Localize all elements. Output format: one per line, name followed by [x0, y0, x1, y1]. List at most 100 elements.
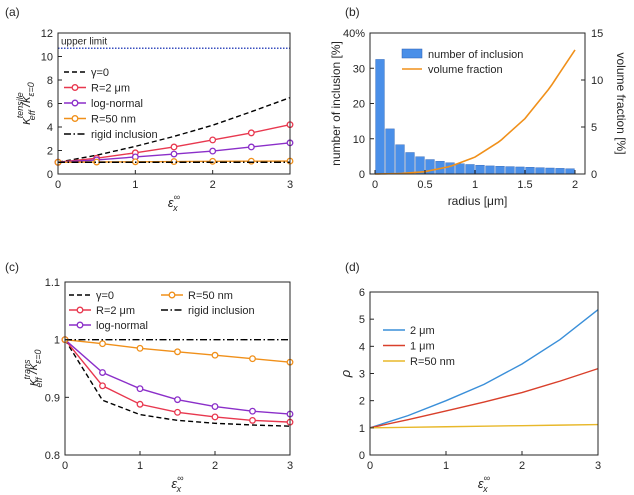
data-point [170, 143, 178, 151]
series-2-m [369, 309, 599, 429]
data-point [136, 344, 144, 352]
plot-area [65, 282, 290, 455]
x-label-sup: ∞ [177, 473, 183, 483]
x-label-sub: x [172, 203, 178, 213]
x-label-main: ε [168, 195, 174, 210]
x-label-sup: ∞ [174, 192, 180, 202]
y-tick-label: 10 [41, 52, 53, 64]
y-label-denominator: /κ [25, 362, 40, 377]
y2-axis-label: volume fraction [%] [614, 52, 628, 154]
panel-label: (b) [345, 5, 360, 19]
legend-label: volume fraction [428, 64, 503, 76]
panel-d: (d) 0 1 2 3 0 1 2 3 4 5 6 ε∞ x ρ 2 μm 1 μm R=50 nm [338, 260, 601, 494]
y-axis-label: κtensile eff /κε=0 [15, 82, 37, 124]
y-label-denominator-sub: ε=0 [26, 82, 36, 96]
data-point [247, 143, 255, 151]
x-label-sub: x [482, 484, 488, 494]
plot-area [58, 33, 290, 174]
data-point [247, 129, 255, 137]
bar [475, 164, 485, 175]
upper-limit-label: upper limit [61, 36, 107, 47]
y-tick-label: 20 [353, 99, 365, 111]
data-point [249, 407, 256, 415]
y-tick-label: 12 [41, 28, 53, 40]
bar [405, 152, 415, 175]
legend: γ=0 R=2 μm log-normal R=50 nm rigid inclusio… [69, 290, 255, 332]
x-tick-label: 2 [212, 460, 218, 472]
y-tick-label: 6 [47, 99, 53, 111]
bar [535, 167, 545, 175]
series-line [369, 309, 599, 429]
legend-marker [71, 84, 79, 91]
legend-label: R=50 nm [188, 290, 233, 302]
x-tick-label: 1.5 [517, 179, 532, 191]
x-tick-label: 2 [572, 179, 578, 191]
legend-label: number of inclusion [428, 49, 523, 61]
legend-label: γ=0 [91, 67, 109, 79]
bar [495, 166, 505, 175]
bar [565, 168, 575, 175]
data-point [249, 355, 256, 363]
x-axis-label: ε∞ x [168, 192, 180, 213]
x-label-sub: x [176, 484, 182, 494]
x-tick-label: 3 [595, 460, 601, 472]
x-tick-label: 0 [55, 179, 61, 191]
y-tick-label: 0.9 [45, 392, 60, 404]
x-tick-label: 2 [519, 460, 525, 472]
y-tick-label: 1 [54, 335, 60, 347]
legend: γ=0 R=2 μm log-normal R=50 nm rigid inclusio… [64, 67, 158, 141]
bar [485, 165, 495, 175]
y2-tick-label: 15 [591, 28, 603, 40]
series--0 [64, 339, 291, 427]
bar [375, 59, 385, 175]
y-tick-label: 0 [359, 450, 365, 462]
y-tick-label: 1.1 [45, 277, 60, 289]
legend-marker [76, 321, 84, 329]
y-tick-label: 2 [359, 396, 365, 408]
data-point [211, 413, 219, 421]
y-tick-label: 30 [353, 63, 365, 75]
series-line [369, 423, 599, 429]
bar [505, 166, 515, 175]
y-label-main: κ [25, 378, 40, 386]
legend-label: rigid inclusion [91, 129, 158, 141]
x-tick-label: 0 [372, 179, 378, 191]
x-tick-label: 2 [210, 179, 216, 191]
legend-marker [71, 99, 79, 107]
series-line [57, 96, 291, 163]
y-label-denominator: /κ [18, 95, 33, 110]
legend-label: log-normal [96, 320, 148, 332]
bar [395, 144, 405, 175]
volume-fraction-line [374, 49, 576, 175]
y-tick-label: 1 [359, 423, 365, 435]
bar [555, 168, 565, 175]
series-line [64, 339, 291, 427]
y2-tick-label: 10 [591, 75, 603, 87]
bar [385, 128, 395, 175]
series--0 [57, 96, 291, 163]
y-axis-label: number of inclusion [%] [329, 41, 343, 166]
panel-c: (c) 0 1 2 3 0.8 0.9 1 1.1 ε∞ x κtranseff /κε=0 γ=0 R=… [5, 260, 294, 494]
data-point [174, 408, 181, 416]
x-tick-label: 1 [132, 179, 138, 191]
y-tick-label: 0 [47, 169, 53, 181]
y-label-sup: tensile [15, 92, 25, 118]
bar [455, 163, 465, 175]
legend-label: rigid inclusion [188, 305, 255, 317]
y-label-main: κ [18, 117, 33, 125]
legend-label: R=50 nm [410, 356, 455, 368]
legend-marker [76, 306, 84, 314]
data-point [174, 396, 181, 404]
y-label-sub: eff [34, 376, 44, 388]
y-tick-label: 5 [359, 314, 365, 326]
y-tick-label: 0 [359, 169, 365, 181]
legend-label: R=50 nm [91, 114, 136, 126]
legend-label: R=2 μm [96, 305, 135, 317]
x-tick-label: 3 [287, 460, 293, 472]
y-label-sub: eff [27, 109, 37, 121]
series-1-m [369, 367, 599, 429]
x-axis-label: radius [μm] [448, 194, 508, 208]
